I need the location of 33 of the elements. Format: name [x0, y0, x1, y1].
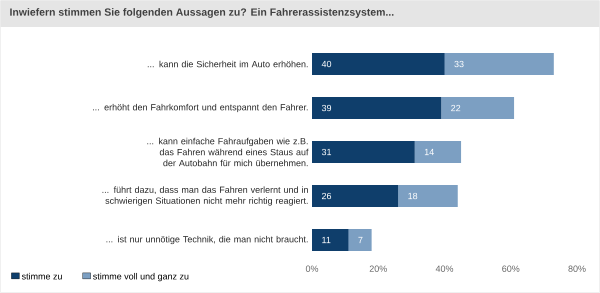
data-label: 14	[424, 148, 434, 156]
bar	[312, 53, 445, 76]
x-tick-label: 60%	[502, 266, 520, 272]
data-label: 40	[322, 60, 332, 68]
data-label: 33	[454, 60, 464, 68]
data-label: 26	[322, 192, 332, 200]
bar	[398, 185, 458, 208]
data-label: 11	[322, 236, 330, 244]
bar	[441, 97, 514, 120]
x-tick-label: 40%	[436, 266, 454, 272]
y-tick-label: ... kann die Sicherheit im Auto erhöhen.	[148, 60, 308, 68]
bar	[444, 53, 554, 76]
data-label: 39	[322, 104, 332, 112]
x-tick-label: 0%	[306, 266, 318, 272]
bar	[312, 229, 348, 252]
data-label: 31	[322, 148, 332, 156]
x-tick-label: 80%	[568, 266, 586, 272]
y-tick-label: ... ist nur unnötige Technik, die man nicht braucht.	[106, 236, 308, 244]
bar	[414, 141, 462, 164]
legend-label: stimme zu	[22, 272, 62, 280]
y-tick-label: ... erhöht den Fahrkomfort und entspannt den Fahrer.	[92, 104, 308, 112]
text: Inwiefern stimmen Sie folgenden Aussagen zu? Ein Fahrerassistenzsystem...	[10, 8, 394, 18]
y-tick-label: ... führt dazu, dass man das Fahren verlernt und in schwierigen Situationen nicht mehr richtig reagiert.	[102, 186, 308, 206]
bar	[348, 229, 372, 252]
data-label: 7	[358, 236, 362, 244]
bar	[312, 185, 398, 208]
bar	[312, 141, 415, 164]
y-tick-label: ... kann einfache Fahraufgaben wie z.B. das Fahren während eines Staus auf der Autobahn für mich übernehmen.	[147, 138, 308, 166]
x-tick-label: 20%	[370, 266, 387, 272]
data-label: 18	[408, 192, 418, 200]
data-label: 22	[451, 104, 460, 112]
bar	[312, 97, 442, 120]
legend-label: stimme voll und ganz zu	[93, 272, 188, 282]
